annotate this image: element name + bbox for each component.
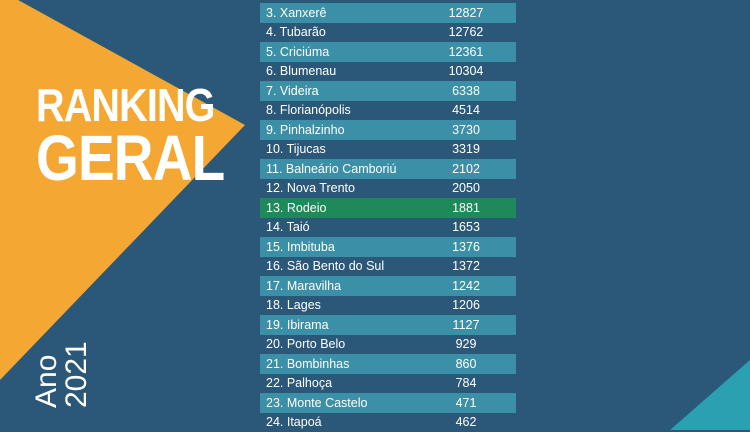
city-value: 2050 <box>426 181 506 195</box>
city-name: 9. Pinhalzinho <box>260 123 426 137</box>
city-value: 462 <box>426 415 506 429</box>
city-value: 1376 <box>426 240 506 254</box>
city-name: 20. Porto Belo <box>260 337 426 351</box>
city-value: 1127 <box>426 318 506 332</box>
ranking-title: RANKING GERAL <box>36 82 224 188</box>
city-name: 21. Bombinhas <box>260 357 426 371</box>
city-name: 6. Blumenau <box>260 64 426 78</box>
city-name: 24. Itapoá <box>260 415 426 429</box>
city-name: 22. Palhoça <box>260 376 426 390</box>
city-name: 8. Florianópolis <box>260 103 426 117</box>
city-value: 3319 <box>426 142 506 156</box>
city-value: 1206 <box>426 298 506 312</box>
city-value: 1653 <box>426 220 506 234</box>
title-line-2: GERAL <box>36 128 224 188</box>
city-name: 23. Monte Castelo <box>260 396 426 410</box>
city-name: 4. Tubarão <box>260 25 426 39</box>
city-value: 1242 <box>426 279 506 293</box>
city-value: 929 <box>426 337 506 351</box>
city-name: 12. Nova Trento <box>260 181 426 195</box>
city-name: 15. Imbituba <box>260 240 426 254</box>
city-name: 7. Videira <box>260 84 426 98</box>
city-name: 16. São Bento do Sul <box>260 259 426 273</box>
city-value: 3730 <box>426 123 506 137</box>
city-value: 12762 <box>426 25 506 39</box>
city-name: 11. Balneário Camboriú <box>260 162 426 176</box>
city-value: 4514 <box>426 103 506 117</box>
city-name: 10. Tijucas <box>260 142 426 156</box>
city-value: 6338 <box>426 84 506 98</box>
city-name: 18. Lages <box>260 298 426 312</box>
city-value: 10304 <box>426 64 506 78</box>
city-value: 784 <box>426 376 506 390</box>
year-word: Ano <box>32 341 62 408</box>
city-value: 860 <box>426 357 506 371</box>
city-value: 471 <box>426 396 506 410</box>
city-name: 13. Rodeio <box>260 201 426 215</box>
year-value: 2021 <box>62 341 92 408</box>
year-label: Ano 2021 <box>32 341 92 408</box>
city-name: 3. Xanxerê <box>260 6 426 20</box>
city-value: 1372 <box>426 259 506 273</box>
city-value: 1881 <box>426 201 506 215</box>
city-name: 5. Criciúma <box>260 45 426 59</box>
city-name: 19. Ibirama <box>260 318 426 332</box>
city-value: 12361 <box>426 45 506 59</box>
city-value: 12827 <box>426 6 506 20</box>
city-name: 14. Taió <box>260 220 426 234</box>
city-value: 2102 <box>426 162 506 176</box>
city-name: 17. Maravilha <box>260 279 426 293</box>
teal-corner-decoration <box>670 360 750 430</box>
